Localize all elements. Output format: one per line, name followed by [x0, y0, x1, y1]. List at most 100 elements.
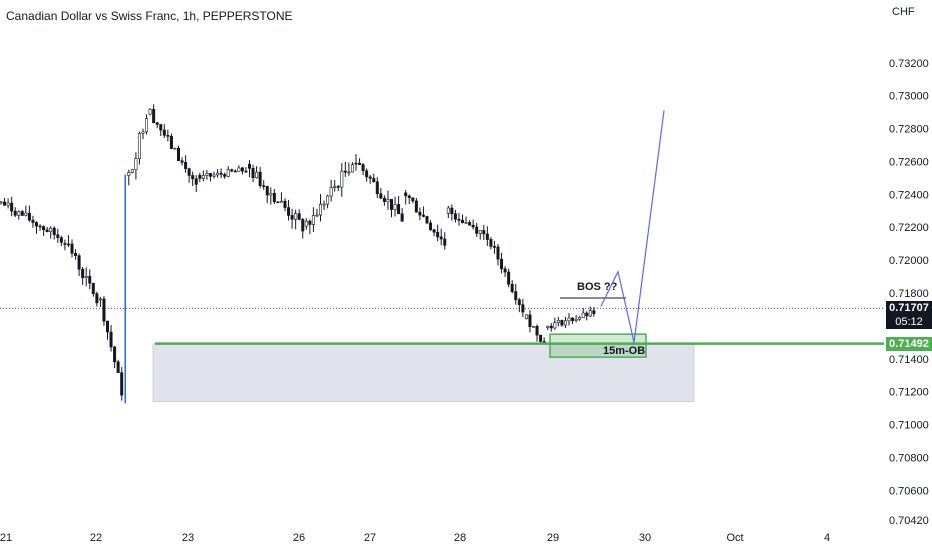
candle-body [556, 320, 560, 323]
demand-zone [152, 343, 695, 402]
candle-body [255, 171, 259, 179]
candle-body [248, 164, 252, 169]
candle-body [34, 222, 38, 227]
candle-body [95, 293, 99, 304]
candle-body [553, 322, 557, 329]
price-tick-label: 0.73200 [889, 58, 929, 70]
candle-body [219, 172, 223, 175]
time-tick-label: 21 [0, 532, 12, 544]
price-tick-label: 0.72400 [889, 189, 929, 201]
candle-body [379, 193, 383, 199]
candle-body [81, 268, 85, 279]
candle-body [365, 170, 369, 178]
candle-body [429, 222, 433, 231]
candle-body [528, 314, 532, 327]
currency-label: CHF [892, 6, 915, 18]
candle-body [148, 108, 152, 115]
time-axis[interactable]: 21 22 23 26 27 28 29 30 Oct 4 [0, 532, 830, 544]
candle-body [194, 178, 198, 185]
candle-body [31, 219, 35, 223]
candle-body [166, 135, 170, 137]
candle-body [453, 213, 457, 220]
level-price-tag: 0.71492 [886, 336, 932, 351]
candle-body [563, 320, 567, 326]
candle-body [244, 170, 248, 173]
candle-body [468, 222, 472, 226]
candle-body [460, 219, 464, 224]
candle-body [500, 258, 504, 270]
candle-body [45, 229, 49, 232]
candle-body [3, 201, 7, 206]
time-tick-label: 30 [639, 532, 651, 544]
candle-body [539, 334, 543, 342]
candle-body [70, 243, 74, 254]
candle-body [20, 211, 24, 216]
candle-body [549, 325, 553, 329]
last-price-tag: 0.71707 05:12 [886, 301, 932, 330]
candle-body [432, 229, 436, 233]
candle-body [397, 204, 401, 215]
time-tick-label: 23 [182, 532, 194, 544]
candle-body [74, 253, 78, 256]
candle-body [66, 243, 70, 246]
price-tick-label: 0.73000 [889, 91, 929, 103]
candle-body [6, 202, 10, 206]
candle-body [88, 275, 92, 284]
candle-body [180, 160, 184, 163]
candle-body [201, 175, 205, 179]
candle-body [464, 222, 468, 224]
candle-body [521, 304, 525, 313]
candle-body [343, 170, 347, 173]
candle-body [91, 282, 95, 294]
candle-body [27, 212, 31, 221]
candle-body [489, 239, 493, 247]
candle-body [492, 246, 496, 248]
candle-body [198, 175, 202, 179]
candle-body [272, 192, 276, 203]
chart-title: Canadian Dollar vs Swiss Franc, 1h, PEPP… [6, 9, 293, 23]
candle-body [578, 317, 582, 320]
candle-body [145, 118, 149, 133]
candle-body [208, 173, 212, 177]
candle-body [155, 122, 159, 125]
candle-body [162, 129, 166, 136]
candle-body [368, 176, 372, 179]
candlestick-series [0, 104, 596, 404]
candle-body [102, 298, 106, 322]
candle-body [276, 201, 280, 204]
candle-body [191, 175, 195, 180]
candle-body [485, 233, 489, 240]
candle-body [478, 230, 482, 234]
price-tick-label: 0.72000 [889, 255, 929, 267]
price-tick-label: 0.71400 [889, 354, 929, 366]
candle-body [350, 164, 354, 173]
candle-body [372, 178, 376, 183]
candle-body [287, 207, 291, 216]
candle-body [560, 320, 564, 326]
candle-body [496, 246, 500, 260]
candle-body [177, 147, 181, 162]
candle-body [414, 200, 418, 213]
candle-body [574, 318, 578, 321]
candle-body [216, 172, 220, 176]
candle-body [159, 124, 163, 131]
candle-body [588, 310, 592, 317]
candle-body [38, 225, 42, 228]
price-tick-label: 0.72600 [889, 156, 929, 168]
candle-body [283, 200, 287, 208]
candle-body [311, 215, 315, 225]
candle-body [137, 133, 141, 159]
candle-body [443, 238, 447, 246]
candle-body [56, 234, 60, 238]
candle-body [10, 202, 14, 212]
candle-body [400, 213, 404, 222]
candle-body [184, 162, 188, 169]
candle-body [240, 167, 244, 172]
candle-body [120, 372, 124, 396]
candle-body [542, 341, 546, 343]
candle-body [382, 197, 386, 202]
candle-body [24, 212, 28, 216]
candle-body [322, 203, 326, 206]
price-axis[interactable]: 0.73200 0.73000 0.72800 0.72600 0.72400 0.722… [889, 58, 929, 527]
